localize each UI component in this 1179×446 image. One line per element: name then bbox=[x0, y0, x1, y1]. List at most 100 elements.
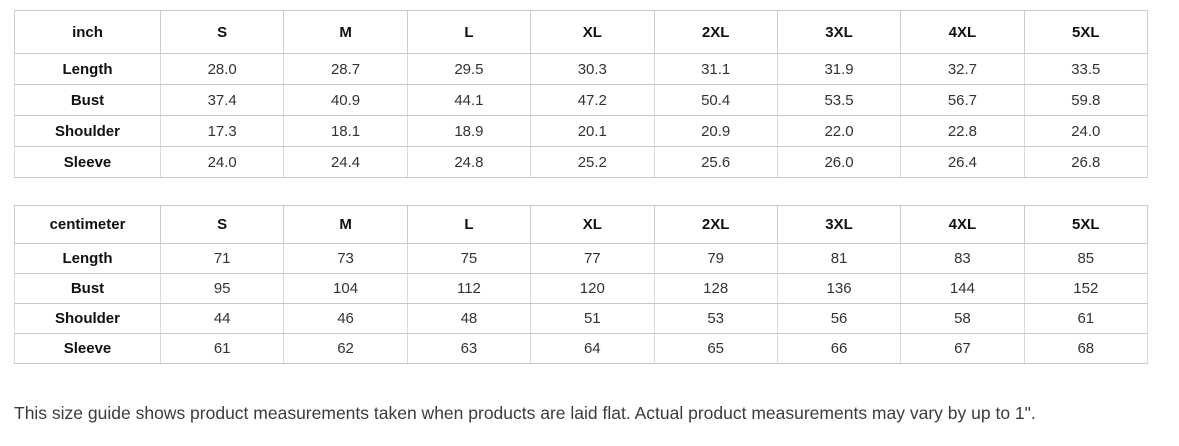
value-cell: 22.0 bbox=[776, 115, 902, 147]
row-label-cell: Length bbox=[14, 53, 161, 85]
value-cell: 53 bbox=[653, 303, 778, 334]
value-cell: 77 bbox=[530, 243, 655, 274]
value-cell: 120 bbox=[530, 273, 655, 304]
value-cell: 29.5 bbox=[406, 53, 532, 85]
value-cell: 50.4 bbox=[653, 84, 778, 116]
size-header-cell: 4XL bbox=[900, 10, 1025, 54]
measurement-row: Shoulder 17.3 18.1 18.9 20.1 20.9 22.0 22.8 24.0 bbox=[14, 115, 1149, 147]
value-cell: 65 bbox=[653, 333, 778, 364]
value-cell: 18.1 bbox=[283, 115, 408, 147]
value-cell: 85 bbox=[1023, 243, 1149, 274]
value-cell: 26.8 bbox=[1023, 146, 1149, 178]
size-header-cell: 3XL bbox=[776, 205, 902, 244]
value-cell: 31.9 bbox=[776, 53, 902, 85]
value-cell: 63 bbox=[406, 333, 532, 364]
value-cell: 58 bbox=[900, 303, 1025, 334]
value-cell: 48 bbox=[406, 303, 532, 334]
value-cell: 31.1 bbox=[653, 53, 778, 85]
value-cell: 24.4 bbox=[283, 146, 408, 178]
value-cell: 67 bbox=[900, 333, 1025, 364]
value-cell: 61 bbox=[159, 333, 285, 364]
value-cell: 24.0 bbox=[159, 146, 285, 178]
value-cell: 24.0 bbox=[1023, 115, 1149, 147]
size-header-cell: 5XL bbox=[1023, 10, 1149, 54]
value-cell: 59.8 bbox=[1023, 84, 1149, 116]
measurement-row: Bust 37.4 40.9 44.1 47.2 50.4 53.5 56.7 59.8 bbox=[14, 84, 1149, 116]
value-cell: 61 bbox=[1023, 303, 1149, 334]
value-cell: 25.2 bbox=[530, 146, 655, 178]
value-cell: 75 bbox=[406, 243, 532, 274]
value-cell: 17.3 bbox=[159, 115, 285, 147]
value-cell: 66 bbox=[776, 333, 902, 364]
unit-header-cell: centimeter bbox=[14, 205, 161, 244]
measurement-row: Shoulder 44 46 48 51 53 56 58 61 bbox=[14, 303, 1149, 334]
value-cell: 37.4 bbox=[159, 84, 285, 116]
value-cell: 33.5 bbox=[1023, 53, 1149, 85]
size-header-cell: 5XL bbox=[1023, 205, 1149, 244]
size-header-cell: 4XL bbox=[900, 205, 1025, 244]
value-cell: 64 bbox=[530, 333, 655, 364]
value-cell: 26.0 bbox=[776, 146, 902, 178]
value-cell: 53.5 bbox=[776, 84, 902, 116]
value-cell: 144 bbox=[900, 273, 1025, 304]
measurement-row: Bust 95 104 112 120 128 136 144 152 bbox=[14, 273, 1149, 304]
unit-header-cell: inch bbox=[14, 10, 161, 54]
value-cell: 26.4 bbox=[900, 146, 1025, 178]
size-header-cell: L bbox=[406, 205, 532, 244]
value-cell: 32.7 bbox=[900, 53, 1025, 85]
value-cell: 71 bbox=[159, 243, 285, 274]
size-header-cell: XL bbox=[530, 205, 655, 244]
value-cell: 56.7 bbox=[900, 84, 1025, 116]
size-header-cell: L bbox=[406, 10, 532, 54]
value-cell: 44 bbox=[159, 303, 285, 334]
size-header-cell: M bbox=[283, 205, 408, 244]
row-label-cell: Sleeve bbox=[14, 146, 161, 178]
value-cell: 73 bbox=[283, 243, 408, 274]
size-table-header-row: centimeter S M L XL 2XL 3XL 4XL 5XL bbox=[14, 205, 1149, 244]
value-cell: 128 bbox=[653, 273, 778, 304]
value-cell: 28.7 bbox=[283, 53, 408, 85]
size-table-inch: inch S M L XL 2XL 3XL 4XL 5XL Length 28.0 28.7 29.5 3… bbox=[14, 10, 1149, 178]
value-cell: 83 bbox=[900, 243, 1025, 274]
size-table-centimeter: centimeter S M L XL 2XL 3XL 4XL 5XL Length 71 73 75 7… bbox=[14, 205, 1149, 364]
size-guide-note: This size guide shows product measuremen… bbox=[14, 403, 1036, 423]
size-header-cell: 3XL bbox=[776, 10, 902, 54]
value-cell: 22.8 bbox=[900, 115, 1025, 147]
row-label-cell: Length bbox=[14, 243, 161, 274]
size-header-cell: S bbox=[159, 205, 285, 244]
value-cell: 152 bbox=[1023, 273, 1149, 304]
measurement-row: Length 28.0 28.7 29.5 30.3 31.1 31.9 32.7 33.5 bbox=[14, 53, 1149, 85]
value-cell: 51 bbox=[530, 303, 655, 334]
row-label-cell: Bust bbox=[14, 273, 161, 304]
size-header-cell: S bbox=[159, 10, 285, 54]
measurement-row: Length 71 73 75 77 79 81 83 85 bbox=[14, 243, 1149, 274]
value-cell: 28.0 bbox=[159, 53, 285, 85]
row-label-cell: Shoulder bbox=[14, 115, 161, 147]
value-cell: 18.9 bbox=[406, 115, 532, 147]
size-header-cell: 2XL bbox=[653, 10, 778, 54]
measurement-row: Sleeve 24.0 24.4 24.8 25.2 25.6 26.0 26.4 26.8 bbox=[14, 146, 1149, 178]
row-label-cell: Shoulder bbox=[14, 303, 161, 334]
size-header-cell: XL bbox=[530, 10, 655, 54]
value-cell: 104 bbox=[283, 273, 408, 304]
value-cell: 136 bbox=[776, 273, 902, 304]
value-cell: 62 bbox=[283, 333, 408, 364]
size-header-cell: 2XL bbox=[653, 205, 778, 244]
value-cell: 81 bbox=[776, 243, 902, 274]
value-cell: 95 bbox=[159, 273, 285, 304]
value-cell: 20.1 bbox=[530, 115, 655, 147]
value-cell: 20.9 bbox=[653, 115, 778, 147]
value-cell: 112 bbox=[406, 273, 532, 304]
value-cell: 56 bbox=[776, 303, 902, 334]
size-table-header-row: inch S M L XL 2XL 3XL 4XL 5XL bbox=[14, 10, 1149, 54]
value-cell: 46 bbox=[283, 303, 408, 334]
value-cell: 79 bbox=[653, 243, 778, 274]
measurement-row: Sleeve 61 62 63 64 65 66 67 68 bbox=[14, 333, 1149, 364]
value-cell: 40.9 bbox=[283, 84, 408, 116]
value-cell: 44.1 bbox=[406, 84, 532, 116]
value-cell: 25.6 bbox=[653, 146, 778, 178]
value-cell: 47.2 bbox=[530, 84, 655, 116]
value-cell: 24.8 bbox=[406, 146, 532, 178]
row-label-cell: Bust bbox=[14, 84, 161, 116]
